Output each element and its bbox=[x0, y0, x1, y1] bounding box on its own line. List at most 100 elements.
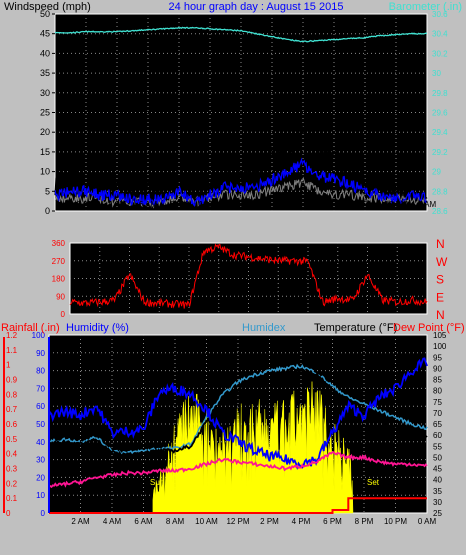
temperature-y-tick-label: 70 bbox=[433, 409, 442, 418]
sunset-label: Set bbox=[367, 478, 380, 487]
wind-x-tick-label: 6 AM bbox=[139, 200, 158, 209]
rain-y-tick-label: 0.2 bbox=[6, 479, 18, 488]
dewpoint-label: Dew Point (°F) bbox=[393, 322, 465, 334]
wind-x-tick-label: 0 AM bbox=[418, 200, 437, 209]
humidity-y-tick-label: 30 bbox=[36, 456, 45, 465]
dewpoint-line bbox=[48, 451, 428, 489]
rain-y-tick-label: 1 bbox=[6, 361, 11, 370]
barometer-label: Barometer (.in) bbox=[389, 1, 462, 13]
wind-x-tick-label: 4 AM bbox=[108, 200, 127, 209]
humidity-y-ticks: 0 10 20 30 40 50 60 70 80 90 100 bbox=[32, 331, 46, 518]
temp-x-tick-label: 4 AM bbox=[103, 517, 122, 526]
rain-y-tick-label: 0.7 bbox=[6, 405, 18, 414]
temp-series bbox=[48, 357, 428, 514]
barometer-y-ticks: 28.6 28.8 29 29.2 29.4 29.6 29.8 30 30.2 30.4 30.6 bbox=[432, 10, 448, 216]
temperature-y-tick-label: 85 bbox=[433, 376, 442, 385]
wind-x-tick-label: 12 PM bbox=[229, 200, 252, 209]
rain-y-tick-label: 0.3 bbox=[6, 465, 18, 474]
temperature-y-tick-label: 100 bbox=[433, 342, 447, 351]
wind-direction-line bbox=[69, 243, 428, 309]
direction-y-ticks: 0 90 180 270 360 bbox=[52, 239, 66, 319]
sunrise-label: Sun bbox=[150, 478, 164, 487]
barometer-line bbox=[54, 26, 428, 43]
humidity-y-tick-label: 60 bbox=[36, 402, 45, 411]
temp-x-tick-label: 2 PM bbox=[260, 517, 279, 526]
rain-y-ticks: 0 0.1 0.2 0.3 0.4 0.5 0.6 0.7 0.8 0.9 1 1.1 1.2 bbox=[6, 331, 18, 518]
wind-x-tick-label: 8 AM bbox=[170, 200, 189, 209]
rainfall-label: Rainfall (.in) bbox=[1, 322, 60, 334]
humidity-y-tick-label: 0 bbox=[41, 509, 46, 518]
wind-y-tick-label: 50 bbox=[40, 9, 50, 19]
rain-y-tick-label: 0.6 bbox=[6, 420, 18, 429]
temp-x-tick-label: 10 PM bbox=[384, 517, 407, 526]
wind-x-tick-label: 2 AM bbox=[77, 200, 96, 209]
temp-x-tick-label: 6 AM bbox=[134, 517, 153, 526]
direction-y-tick-label: 0 bbox=[61, 310, 66, 319]
rain-y-tick-label: 0.9 bbox=[6, 376, 18, 385]
temperature-y-tick-label: 60 bbox=[433, 431, 442, 440]
temp-x-tick-label: 2 AM bbox=[71, 517, 90, 526]
compass-label: N bbox=[436, 308, 445, 322]
rain-y-tick-label: 1.2 bbox=[6, 331, 18, 340]
direction-y-tick-label: 180 bbox=[52, 275, 66, 284]
humidity-y-tick-label: 100 bbox=[32, 331, 46, 340]
temperature-y-tick-label: 75 bbox=[433, 398, 442, 407]
barometer-y-tick-label: 30 bbox=[432, 69, 441, 78]
wind-x-tick-label: 10 AM bbox=[199, 200, 222, 209]
rain-y-tick-label: 0.1 bbox=[6, 494, 18, 503]
humidity-y-tick-label: 90 bbox=[36, 349, 45, 358]
wind-y-tick-label: 20 bbox=[40, 127, 50, 137]
direction-y-tick-label: 90 bbox=[56, 292, 65, 301]
barometer-y-tick-label: 29.8 bbox=[432, 89, 448, 98]
wind-x-tick-label: 6 PM bbox=[325, 200, 344, 209]
wind-gust-line bbox=[54, 118, 428, 209]
humidity-y-tick-label: 50 bbox=[36, 420, 45, 429]
temperature-y-tick-label: 40 bbox=[433, 476, 442, 485]
rainfall-line bbox=[49, 497, 427, 514]
wind-y-tick-label: 45 bbox=[40, 29, 50, 39]
chart-title: 24 hour graph day : August 15 2015 bbox=[169, 1, 344, 13]
temperature-line bbox=[48, 367, 428, 458]
wind-y-tick-label: 25 bbox=[40, 108, 50, 118]
temp-x-tick-label: 6 PM bbox=[323, 517, 342, 526]
compass-label: E bbox=[436, 290, 444, 304]
humidity-line bbox=[48, 357, 428, 471]
wind-x-ticks: 2 AM 4 AM 6 AM 8 AM 10 AM 12 PM 2 PM 4 PM 6 PM 8 … bbox=[77, 200, 437, 209]
temperature-y-ticks: 25 30 35 40 45 50 55 60 65 70 75 80 85 90 95 100 105 bbox=[433, 331, 447, 518]
humidity-y-tick-label: 70 bbox=[36, 384, 45, 393]
rain-y-tick-label: 0 bbox=[6, 509, 11, 518]
temperature-y-tick-label: 25 bbox=[433, 509, 442, 518]
wind-x-tick-label: 4 PM bbox=[294, 200, 313, 209]
temp-x-tick-label: 8 PM bbox=[355, 517, 374, 526]
temperature-y-tick-label: 80 bbox=[433, 387, 442, 396]
temp-x-tick-label: 12 PM bbox=[226, 517, 249, 526]
direction-y-tick-label: 270 bbox=[52, 257, 66, 266]
compass-label: S bbox=[436, 273, 444, 287]
rain-y-tick-label: 1.1 bbox=[6, 346, 18, 355]
rain-y-tick-label: 0.4 bbox=[6, 450, 18, 459]
temperature-y-tick-label: 30 bbox=[433, 498, 442, 507]
temp-x-tick-label: 10 AM bbox=[195, 517, 218, 526]
temp-x-tick-label: 8 AM bbox=[166, 517, 185, 526]
wind-y-tick-label: 30 bbox=[40, 88, 50, 98]
barometer-y-tick-label: 29.6 bbox=[432, 109, 448, 118]
humidity-y-tick-label: 80 bbox=[36, 367, 45, 376]
temperature-label: Temperature (°F) bbox=[314, 322, 397, 334]
temp-x-ticks: 2 AM 4 AM 6 AM 8 AM 10 AM 12 PM 2 PM 4 PM 6 PM 8 … bbox=[71, 517, 436, 526]
rain-y-tick-label: 0.8 bbox=[6, 390, 18, 399]
wind-y-tick-label: 15 bbox=[40, 147, 50, 157]
humidity-y-tick-label: 20 bbox=[36, 473, 45, 482]
compass-label: N bbox=[436, 237, 445, 251]
direction-y-tick-label: 360 bbox=[52, 239, 66, 248]
barometer-y-tick-label: 29.4 bbox=[432, 128, 448, 137]
barometer-y-tick-label: 30.6 bbox=[432, 10, 448, 19]
wind-x-tick-label: 10 PM bbox=[384, 200, 407, 209]
direction-series bbox=[69, 243, 428, 309]
temperature-y-tick-label: 105 bbox=[433, 331, 447, 340]
temperature-y-tick-label: 90 bbox=[433, 364, 442, 373]
temperature-y-tick-label: 45 bbox=[433, 465, 442, 474]
wind-y-tick-label: 0 bbox=[45, 206, 50, 216]
direction-plot-area bbox=[69, 242, 428, 315]
humidity-y-tick-label: 40 bbox=[36, 438, 45, 447]
